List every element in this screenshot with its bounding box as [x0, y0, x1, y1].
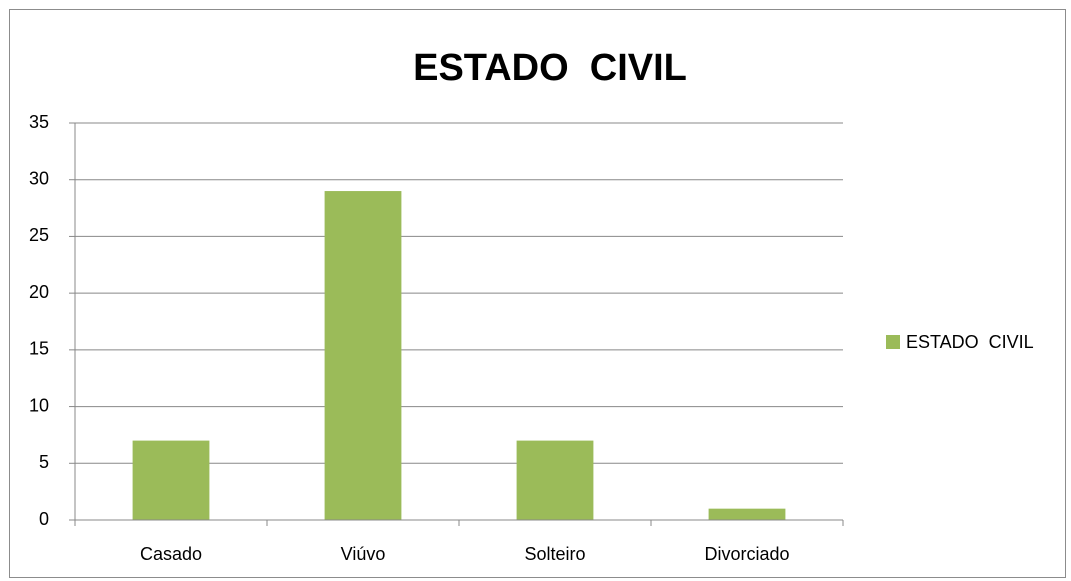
y-tick-label: 35: [29, 112, 49, 132]
y-tick-label: 10: [29, 395, 49, 415]
y-tick-label: 25: [29, 225, 49, 245]
legend-label: ESTADO CIVIL: [906, 332, 1034, 352]
x-tick-label: Solteiro: [524, 544, 585, 564]
x-tick-label: Divorciado: [704, 544, 789, 564]
y-tick-label: 15: [29, 339, 49, 359]
x-tick-label: Viúvo: [341, 544, 386, 564]
y-tick-label: 30: [29, 168, 49, 188]
y-tick-label: 20: [29, 282, 49, 302]
bar: [516, 440, 594, 520]
y-tick-label: 5: [39, 452, 49, 472]
chart-title: ESTADO CIVIL: [413, 47, 687, 89]
bar: [132, 440, 210, 520]
y-tick-label: 0: [39, 509, 49, 529]
bar: [324, 191, 402, 521]
x-tick-label: Casado: [140, 544, 202, 564]
legend-swatch: [886, 335, 900, 349]
bar: [708, 508, 786, 520]
